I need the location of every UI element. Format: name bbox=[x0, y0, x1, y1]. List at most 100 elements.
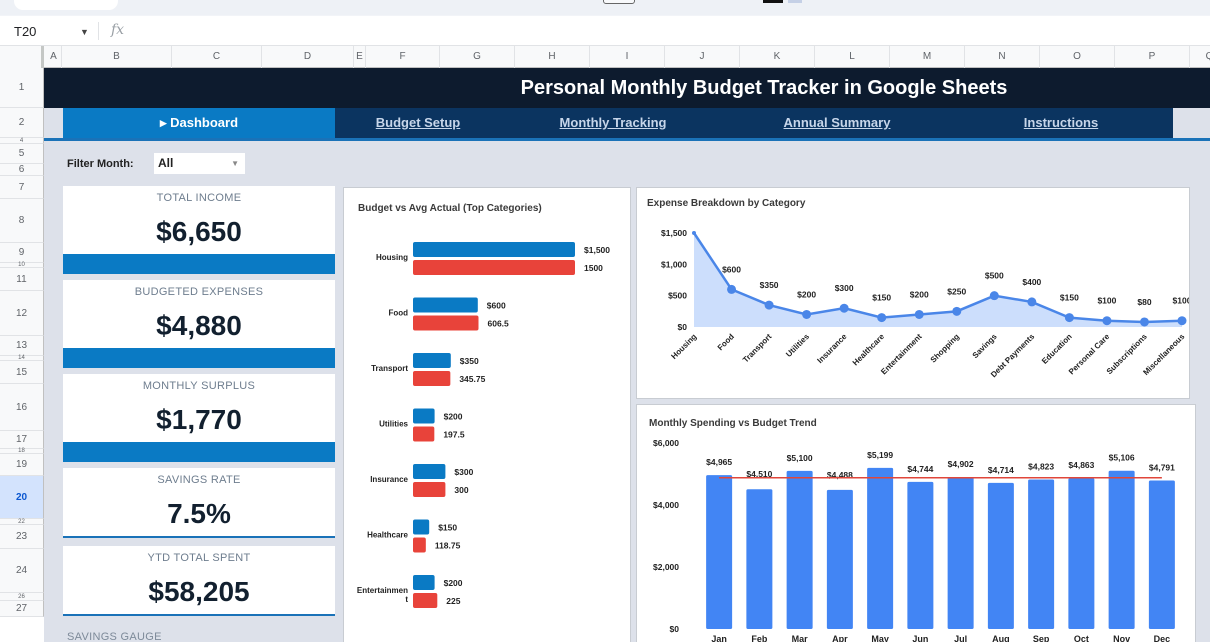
spending-bar[interactable] bbox=[1028, 479, 1055, 629]
row-header-16[interactable]: 16 bbox=[0, 384, 44, 431]
spending-bar[interactable] bbox=[1108, 470, 1135, 629]
column-header-b[interactable]: B bbox=[62, 46, 172, 68]
column-header-f[interactable]: F bbox=[366, 46, 440, 68]
row-header-10[interactable]: 10 bbox=[0, 262, 44, 268]
row-header-2[interactable]: 2 bbox=[0, 108, 44, 138]
tab-monthly-tracking[interactable]: Monthly Tracking bbox=[559, 115, 667, 130]
data-point[interactable] bbox=[727, 284, 737, 294]
data-point[interactable] bbox=[1064, 313, 1074, 323]
chart-budget-vs-actual[interactable]: Budget vs Avg Actual (Top Categories) Ho… bbox=[343, 187, 631, 642]
row-header-15[interactable]: 15 bbox=[0, 361, 44, 384]
data-point[interactable] bbox=[764, 300, 774, 310]
row-header-5[interactable]: 5 bbox=[0, 144, 44, 164]
x-tick-label: Transport bbox=[741, 332, 774, 365]
tab-annual-summary[interactable]: Annual Summary bbox=[783, 115, 891, 130]
data-point[interactable] bbox=[839, 303, 849, 313]
column-header-q[interactable]: Q bbox=[1190, 46, 1210, 68]
row-header-6[interactable]: 6 bbox=[0, 164, 44, 176]
row-header-13[interactable]: 13 bbox=[0, 336, 44, 356]
budget-bar[interactable] bbox=[413, 519, 430, 535]
row-header-20[interactable]: 20 bbox=[0, 476, 44, 519]
actual-bar[interactable] bbox=[413, 537, 426, 553]
name-box[interactable]: T20 bbox=[14, 24, 37, 39]
row-header-19[interactable]: 19 bbox=[0, 454, 44, 476]
spending-bar[interactable] bbox=[987, 482, 1014, 629]
row-header-8[interactable]: 8 bbox=[0, 199, 44, 243]
column-header-e[interactable]: E bbox=[354, 46, 366, 68]
name-box-dropdown-icon[interactable]: ▼ bbox=[80, 27, 89, 37]
y-tick-label: $0 bbox=[678, 322, 688, 332]
actual-bar[interactable] bbox=[413, 593, 438, 608]
budget-bar[interactable] bbox=[413, 408, 435, 424]
column-header-d[interactable]: D bbox=[262, 46, 354, 68]
row-header-22[interactable]: 22 bbox=[0, 519, 44, 525]
data-point[interactable] bbox=[1177, 316, 1187, 326]
data-point[interactable] bbox=[1027, 297, 1037, 307]
data-point[interactable] bbox=[1139, 317, 1149, 327]
budget-bar[interactable] bbox=[413, 464, 446, 479]
spending-bar[interactable] bbox=[706, 475, 733, 629]
row-header-12[interactable]: 12 bbox=[0, 291, 44, 336]
column-header-a[interactable]: A bbox=[46, 46, 62, 68]
chart-expense-breakdown[interactable]: Expense Breakdown by Category $0 $500 $1,0… bbox=[636, 187, 1190, 399]
row-header-4[interactable]: 4 bbox=[0, 138, 44, 144]
row-header-23[interactable]: 23 bbox=[0, 525, 44, 549]
column-header-n[interactable]: N bbox=[965, 46, 1040, 68]
data-point[interactable] bbox=[989, 291, 999, 301]
actual-bar[interactable] bbox=[413, 260, 575, 275]
row-header-17[interactable]: 17 bbox=[0, 431, 44, 449]
data-point[interactable] bbox=[877, 313, 887, 323]
data-point[interactable] bbox=[692, 231, 696, 235]
spending-bar[interactable] bbox=[1148, 480, 1175, 629]
tab-budget-setup[interactable]: Budget Setup bbox=[375, 115, 461, 130]
spending-bar[interactable] bbox=[786, 470, 813, 629]
y-tick-label: $4,000 bbox=[653, 500, 679, 510]
column-header-g[interactable]: G bbox=[440, 46, 515, 68]
spending-bar[interactable] bbox=[867, 467, 894, 629]
budget-bar[interactable] bbox=[413, 575, 435, 590]
row-header-11[interactable]: 11 bbox=[0, 268, 44, 291]
actual-bar[interactable] bbox=[413, 315, 479, 331]
row-header-7[interactable]: 7 bbox=[0, 176, 44, 199]
actual-bar[interactable] bbox=[413, 426, 435, 442]
spending-bar[interactable] bbox=[826, 489, 853, 629]
fill-color-swatch[interactable] bbox=[788, 0, 802, 3]
row-header-26[interactable]: 26 bbox=[0, 593, 44, 601]
data-point[interactable] bbox=[1102, 316, 1112, 326]
column-header-c[interactable]: C bbox=[172, 46, 262, 68]
filter-month-select[interactable]: All ▼ bbox=[154, 153, 245, 174]
row-header-9[interactable]: 9 bbox=[0, 243, 44, 263]
select-all-corner[interactable] bbox=[0, 46, 44, 68]
budget-bar[interactable] bbox=[413, 297, 478, 313]
tab-dashboard[interactable]: ▸ Dashboard bbox=[63, 108, 335, 138]
actual-bar[interactable] bbox=[413, 371, 451, 386]
spending-bar[interactable] bbox=[746, 489, 773, 629]
row-header-1[interactable]: 1 bbox=[0, 68, 44, 108]
font-size-box[interactable] bbox=[603, 0, 635, 4]
column-header-m[interactable]: M bbox=[890, 46, 965, 68]
data-point[interactable] bbox=[952, 306, 962, 316]
chart-monthly-trend[interactable]: Monthly Spending vs Budget Trend $0 $2,00… bbox=[636, 404, 1196, 642]
actual-bar[interactable] bbox=[413, 482, 446, 497]
spending-bar[interactable] bbox=[907, 481, 934, 629]
column-header-p[interactable]: P bbox=[1115, 46, 1190, 68]
spending-bar[interactable] bbox=[1068, 478, 1095, 629]
tab-instructions[interactable]: Instructions bbox=[1023, 115, 1099, 130]
row-header-24[interactable]: 24 bbox=[0, 549, 44, 593]
text-color-swatch[interactable] bbox=[763, 0, 783, 3]
data-point[interactable] bbox=[802, 309, 812, 319]
column-header-j[interactable]: J bbox=[665, 46, 740, 68]
column-header-i[interactable]: I bbox=[590, 46, 665, 68]
row-header-18[interactable]: 18 bbox=[0, 448, 44, 454]
column-header-l[interactable]: L bbox=[815, 46, 890, 68]
spending-bar[interactable] bbox=[947, 477, 974, 629]
budget-bar[interactable] bbox=[413, 353, 451, 368]
column-header-k[interactable]: K bbox=[740, 46, 815, 68]
row-header-14[interactable]: 14 bbox=[0, 355, 44, 361]
column-header-h[interactable]: H bbox=[515, 46, 590, 68]
column-header-o[interactable]: O bbox=[1040, 46, 1115, 68]
data-point[interactable] bbox=[914, 309, 924, 319]
budget-bar[interactable] bbox=[413, 242, 575, 257]
menu-search-pill[interactable] bbox=[14, 0, 118, 10]
row-header-27[interactable]: 27 bbox=[0, 601, 44, 617]
